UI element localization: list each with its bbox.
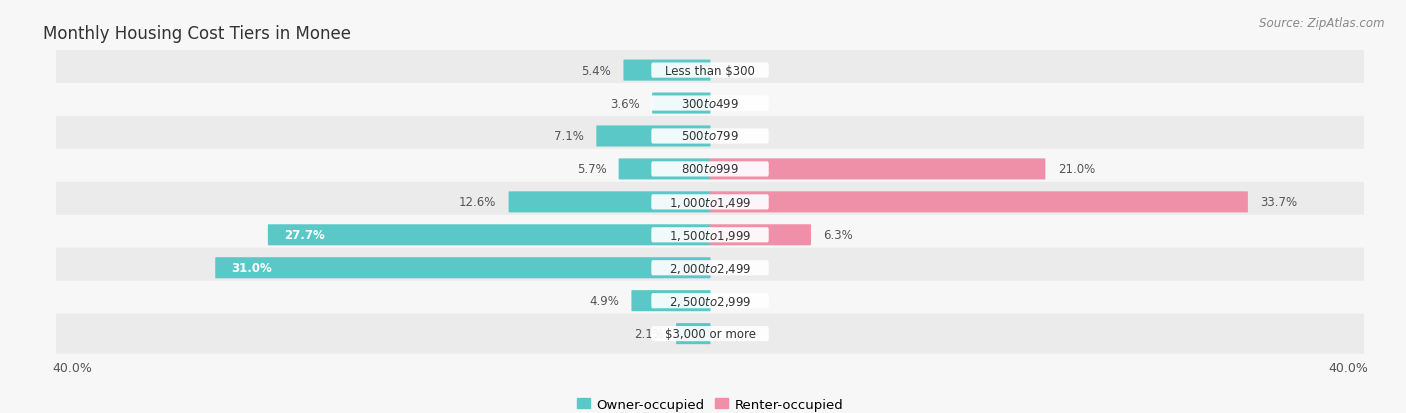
FancyBboxPatch shape: [215, 258, 710, 279]
Text: 5.7%: 5.7%: [576, 163, 606, 176]
FancyBboxPatch shape: [53, 116, 1367, 157]
Text: 27.7%: 27.7%: [284, 229, 325, 242]
FancyBboxPatch shape: [676, 323, 710, 344]
FancyBboxPatch shape: [651, 228, 769, 243]
FancyBboxPatch shape: [710, 225, 811, 246]
Text: Source: ZipAtlas.com: Source: ZipAtlas.com: [1260, 17, 1385, 29]
FancyBboxPatch shape: [53, 314, 1367, 354]
FancyBboxPatch shape: [651, 293, 769, 309]
FancyBboxPatch shape: [619, 159, 710, 180]
FancyBboxPatch shape: [651, 261, 769, 275]
FancyBboxPatch shape: [509, 192, 710, 213]
FancyBboxPatch shape: [53, 182, 1367, 223]
Text: 6.3%: 6.3%: [824, 229, 853, 242]
FancyBboxPatch shape: [631, 290, 710, 311]
FancyBboxPatch shape: [53, 150, 1367, 190]
Legend: Owner-occupied, Renter-occupied: Owner-occupied, Renter-occupied: [571, 392, 849, 413]
Text: Monthly Housing Cost Tiers in Monee: Monthly Housing Cost Tiers in Monee: [44, 24, 352, 43]
FancyBboxPatch shape: [596, 126, 710, 147]
Text: 2.1%: 2.1%: [634, 328, 664, 340]
FancyBboxPatch shape: [53, 281, 1367, 321]
Text: 33.7%: 33.7%: [1260, 196, 1298, 209]
Text: 12.6%: 12.6%: [458, 196, 496, 209]
Text: $800 to $999: $800 to $999: [681, 163, 740, 176]
Text: Less than $300: Less than $300: [665, 64, 755, 77]
Text: $1,000 to $1,499: $1,000 to $1,499: [669, 195, 751, 209]
Text: $2,500 to $2,999: $2,500 to $2,999: [669, 294, 751, 308]
Text: 31.0%: 31.0%: [232, 261, 273, 275]
Text: $500 to $799: $500 to $799: [681, 130, 740, 143]
FancyBboxPatch shape: [651, 129, 769, 144]
Text: $2,000 to $2,499: $2,000 to $2,499: [669, 261, 751, 275]
Text: 4.9%: 4.9%: [589, 294, 619, 307]
FancyBboxPatch shape: [269, 225, 710, 246]
FancyBboxPatch shape: [710, 159, 1046, 180]
Text: 7.1%: 7.1%: [554, 130, 583, 143]
FancyBboxPatch shape: [53, 51, 1367, 91]
Text: $300 to $499: $300 to $499: [681, 97, 740, 110]
Text: $3,000 or more: $3,000 or more: [665, 328, 755, 340]
FancyBboxPatch shape: [53, 215, 1367, 255]
Text: 21.0%: 21.0%: [1057, 163, 1095, 176]
FancyBboxPatch shape: [652, 93, 710, 114]
FancyBboxPatch shape: [623, 60, 710, 81]
FancyBboxPatch shape: [651, 96, 769, 112]
Text: 3.6%: 3.6%: [610, 97, 640, 110]
FancyBboxPatch shape: [651, 162, 769, 177]
FancyBboxPatch shape: [651, 326, 769, 342]
Text: $1,500 to $1,999: $1,500 to $1,999: [669, 228, 751, 242]
FancyBboxPatch shape: [53, 84, 1367, 124]
FancyBboxPatch shape: [651, 63, 769, 78]
FancyBboxPatch shape: [651, 195, 769, 210]
FancyBboxPatch shape: [710, 192, 1249, 213]
FancyBboxPatch shape: [53, 248, 1367, 288]
Text: 5.4%: 5.4%: [582, 64, 612, 77]
